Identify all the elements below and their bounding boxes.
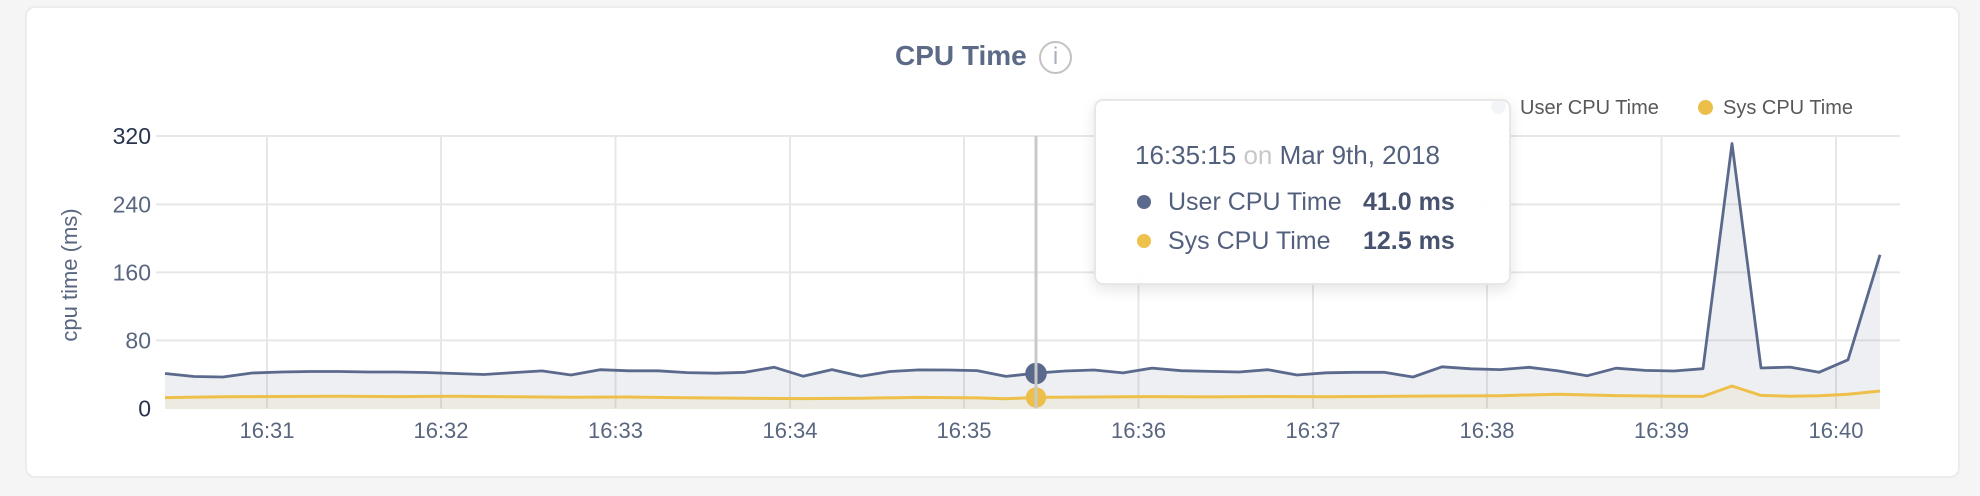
- svg-text:16:31: 16:31: [239, 418, 294, 443]
- svg-text:16:38: 16:38: [1459, 418, 1514, 443]
- svg-text:160: 160: [113, 259, 151, 285]
- svg-text:0: 0: [138, 396, 151, 422]
- svg-text:16:33: 16:33: [588, 418, 643, 443]
- svg-text:240: 240: [113, 191, 151, 217]
- svg-text:16:34: 16:34: [762, 418, 817, 443]
- svg-text:16:35: 16:35: [936, 418, 991, 443]
- svg-text:16:32: 16:32: [413, 418, 468, 443]
- svg-text:16:39: 16:39: [1634, 418, 1689, 443]
- svg-text:16:37: 16:37: [1285, 418, 1340, 443]
- svg-text:320: 320: [113, 123, 151, 149]
- svg-text:cpu time (ms): cpu time (ms): [57, 208, 82, 341]
- svg-text:80: 80: [125, 327, 151, 353]
- svg-text:16:36: 16:36: [1111, 418, 1166, 443]
- svg-text:16:40: 16:40: [1808, 418, 1863, 443]
